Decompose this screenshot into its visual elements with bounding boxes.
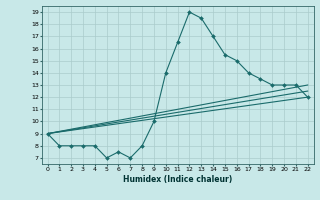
X-axis label: Humidex (Indice chaleur): Humidex (Indice chaleur) (123, 175, 232, 184)
